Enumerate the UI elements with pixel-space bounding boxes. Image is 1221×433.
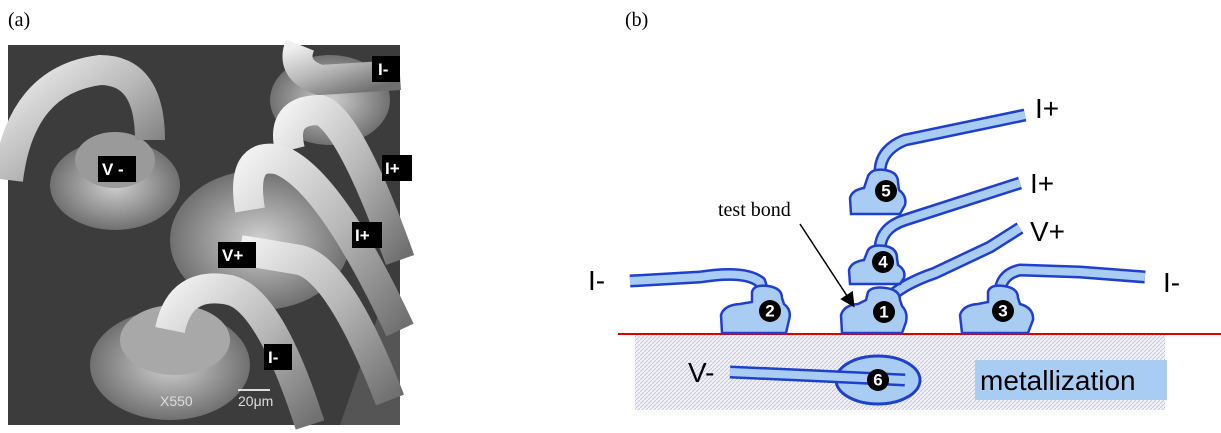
photo-label: I- [378, 60, 388, 79]
bond-number: 2 [765, 302, 774, 321]
magnification: X550 [160, 393, 193, 409]
sem-photo: I- V - I+ I+ V+ I- X550 20μm [8, 45, 412, 425]
wire-label: I- [1163, 267, 1180, 298]
panel-label: (a) [8, 9, 30, 31]
bond-number: 3 [998, 302, 1007, 321]
photo-label: I+ [355, 226, 370, 245]
photo-label: I+ [385, 159, 400, 178]
wire-label: V+ [1030, 216, 1065, 247]
wire-label: I+ [1030, 168, 1054, 199]
photo-label: V - [102, 160, 124, 179]
scale-bar: 20μm [238, 393, 273, 409]
panel-label: (b) [625, 9, 648, 31]
wire-label: I+ [1035, 93, 1059, 124]
photo-label: V+ [222, 246, 243, 265]
wire-label: I- [588, 265, 605, 296]
bond-number: 4 [878, 253, 888, 272]
bond-number: 5 [881, 182, 890, 201]
metallization-label: metallization [980, 365, 1136, 396]
figure: (a) I- V - I+ I+ V+ I- X550 20μm (b) met… [0, 0, 1221, 433]
test-bond-arrow [800, 224, 853, 305]
photo-label: I- [268, 348, 278, 367]
bond-number: 1 [879, 303, 888, 322]
wire-label: V- [688, 357, 714, 388]
bond-number: 6 [873, 371, 882, 390]
test-bond-label: test bond [718, 199, 791, 221]
